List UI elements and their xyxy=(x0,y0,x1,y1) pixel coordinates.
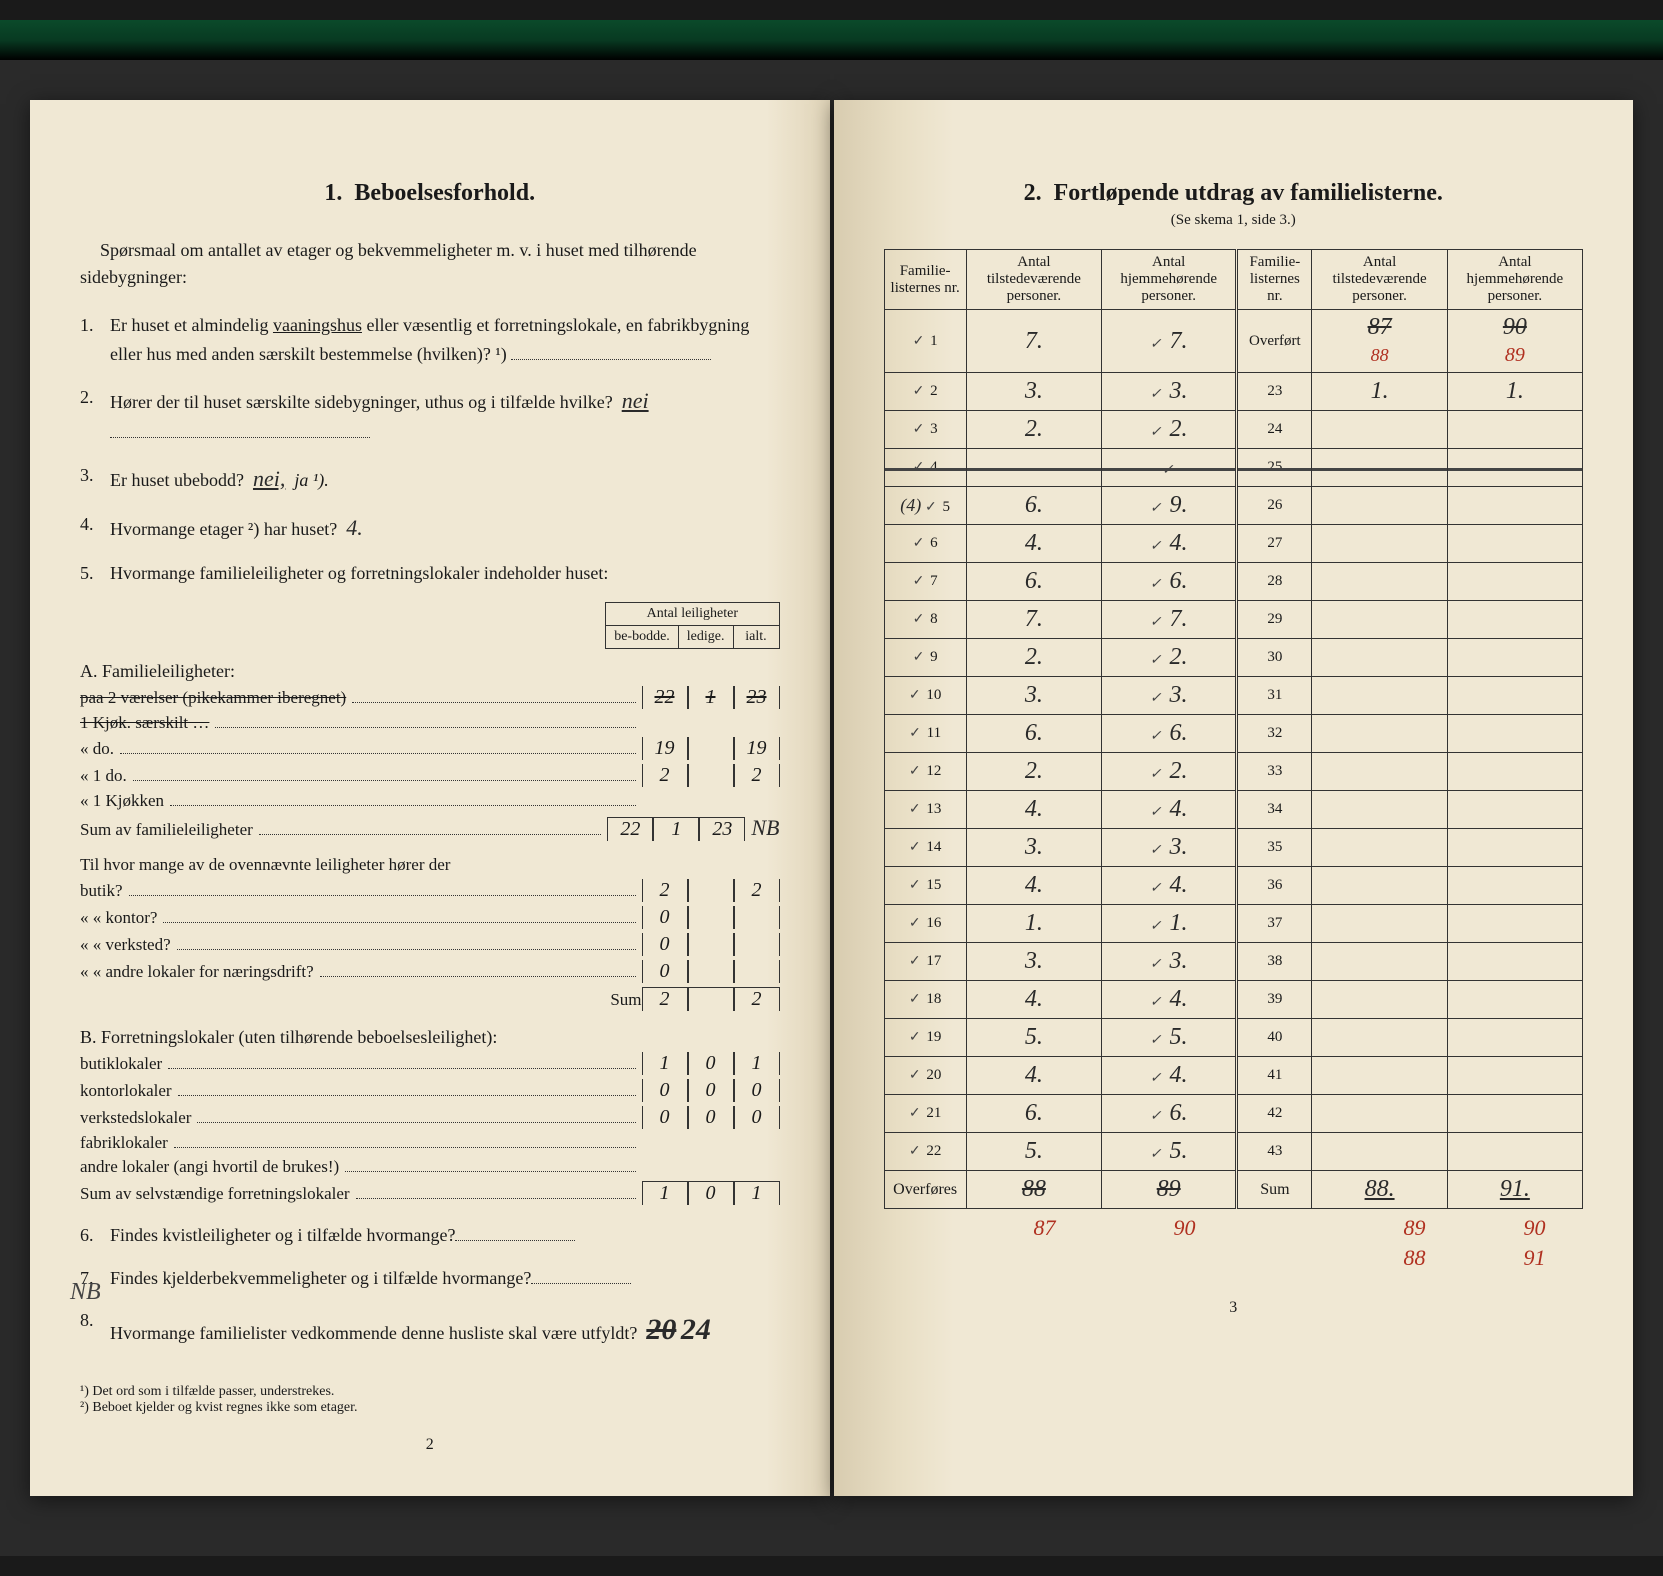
q8: 8.Hvormange familielister vedkommende de… xyxy=(110,1306,780,1354)
data-row: fabriklokaler xyxy=(80,1133,780,1153)
table-row: ✓ 92.✓ 2.30 xyxy=(884,639,1583,677)
footnotes: ¹) Det ord som i tilfælde passer, unders… xyxy=(80,1384,780,1416)
A-rows: paa 2 værelser (pikekammer iberegnet)221… xyxy=(80,686,780,811)
data-row: verkstedslokaler000 xyxy=(80,1106,780,1129)
A-sum: Sum av familieleiligheter 22 1 23 NB xyxy=(80,815,780,841)
overfores-row: Overføres 88 89 Sum 88. 91. xyxy=(884,1171,1583,1209)
q1: 1. Er huset et almindelig vaaningshus el… xyxy=(110,311,780,369)
q6: 6.Findes kvistleiligheter og i tilfælde … xyxy=(110,1221,780,1250)
table-row: ✓ 17.✓ 7.Overført87889089 xyxy=(884,310,1583,373)
red-corrections: 87 90 89 90 88 91 xyxy=(884,1209,1584,1279)
data-row: « do.1919 xyxy=(80,737,780,760)
q2: 2. Hører der til huset særskilte sidebyg… xyxy=(110,383,780,447)
data-row: « 1 do.22 xyxy=(80,764,780,787)
data-row: « « andre lokaler for næringsdrift?0 xyxy=(80,960,780,983)
table-row: ✓ 76.✓ 6.28 xyxy=(884,563,1583,601)
margin-nb: NB xyxy=(70,1279,101,1306)
data-row: « « verksted?0 xyxy=(80,933,780,956)
table-row: ✓ 184.✓ 4.39 xyxy=(884,981,1583,1019)
data-row: 1 Kjøk. særskilt … xyxy=(80,713,780,733)
table-row: ✓ 204.✓ 4.41 xyxy=(884,1057,1583,1095)
data-row: « « kontor?0 xyxy=(80,906,780,929)
table-row: ✓ 32.✓ 2.24 xyxy=(884,411,1583,449)
left-page: 1. Beboelsesforhold. Spørsmaal om antall… xyxy=(30,100,830,1496)
scan-frame: 1. Beboelsesforhold. Spørsmaal om antall… xyxy=(0,20,1663,1556)
table-row: ✓ 4✓ 25 xyxy=(884,449,1583,487)
butik-rows: butik?22 « « kontor?0 « « verksted?0 « « an… xyxy=(80,879,780,983)
page-num-left: 2 xyxy=(80,1436,780,1454)
family-table: Familie-listernes nr. Antal tilstedevære… xyxy=(884,249,1584,1209)
intro-text: Spørsmaal om antallet av etager og bekve… xyxy=(80,237,780,291)
B-sum: Sum av selvstændige forretningslokaler 1… xyxy=(80,1181,780,1205)
table-row: ✓ 64.✓ 4.27 xyxy=(884,525,1583,563)
data-row: paa 2 værelser (pikekammer iberegnet)221… xyxy=(80,686,780,709)
table-row: ✓ 161.✓ 1.37 xyxy=(884,905,1583,943)
q3: 3. Er huset ubebodd? nei, ja ¹). xyxy=(110,461,780,496)
q5: 5. Hvormange familieleiligheter og forre… xyxy=(110,559,780,588)
right-page: 2. Fortløpende utdrag av familielisterne… xyxy=(834,100,1634,1496)
table-row: ✓ 143.✓ 3.35 xyxy=(884,829,1583,867)
butik-sum: Sum 2 2 xyxy=(80,987,780,1011)
table-row: ✓ 173.✓ 3.38 xyxy=(884,943,1583,981)
right-title: 2. Fortløpende utdrag av familielisterne… xyxy=(884,180,1584,207)
table-row: ✓ 216.✓ 6.42 xyxy=(884,1095,1583,1133)
left-title: 1. Beboelsesforhold. xyxy=(80,180,780,207)
table-row: ✓ 103.✓ 3.31 xyxy=(884,677,1583,715)
table-row: ✓ 122.✓ 2.33 xyxy=(884,753,1583,791)
question-list: 1. Er huset et almindelig vaaningshus el… xyxy=(80,311,780,588)
q7: 7.Findes kjelderbekvemmeligheter og i ti… xyxy=(110,1264,780,1293)
data-row: butiklokaler101 xyxy=(80,1052,780,1075)
data-row: « 1 Kjøkken xyxy=(80,791,780,811)
table-row: ✓ 134.✓ 4.34 xyxy=(884,791,1583,829)
section-A: A. Familieleiligheter: xyxy=(80,661,780,682)
right-subtitle: (Se skema 1, side 3.) xyxy=(884,212,1584,229)
scan-top-bar xyxy=(0,20,1663,60)
table-row: ✓ 116.✓ 6.32 xyxy=(884,715,1583,753)
table-row: (4) ✓ 56.✓ 9.26 xyxy=(884,487,1583,525)
question-list-2: 6.Findes kvistleiligheter og i tilfælde … xyxy=(80,1221,780,1355)
table-row: ✓ 195.✓ 5.40 xyxy=(884,1019,1583,1057)
data-row: kontorlokaler000 xyxy=(80,1079,780,1102)
data-row: butik?22 xyxy=(80,879,780,902)
leiligheter-header: Antal leiligheter be-bodde. ledige. ialt… xyxy=(605,602,779,649)
q4: 4. Hvormange etager ²) har huset? 4. xyxy=(110,510,780,545)
section-B: B. Forretningslokaler (uten tilhørende b… xyxy=(80,1027,780,1048)
table-row: ✓ 87.✓ 7.29 xyxy=(884,601,1583,639)
B-rows: butiklokaler101 kontorlokaler000 verksteds… xyxy=(80,1052,780,1177)
table-row: ✓ 154.✓ 4.36 xyxy=(884,867,1583,905)
data-row: andre lokaler (angi hvortil de brukes!) xyxy=(80,1157,780,1177)
table-row: ✓ 23.✓ 3.231.1. xyxy=(884,373,1583,411)
page-num-right: 3 xyxy=(884,1299,1584,1317)
table-row: ✓ 225.✓ 5.43 xyxy=(884,1133,1583,1171)
butik-intro: Til hvor mange av de ovennævnte leilighe… xyxy=(80,855,780,875)
book-spread: 1. Beboelsesforhold. Spørsmaal om antall… xyxy=(0,60,1663,1556)
